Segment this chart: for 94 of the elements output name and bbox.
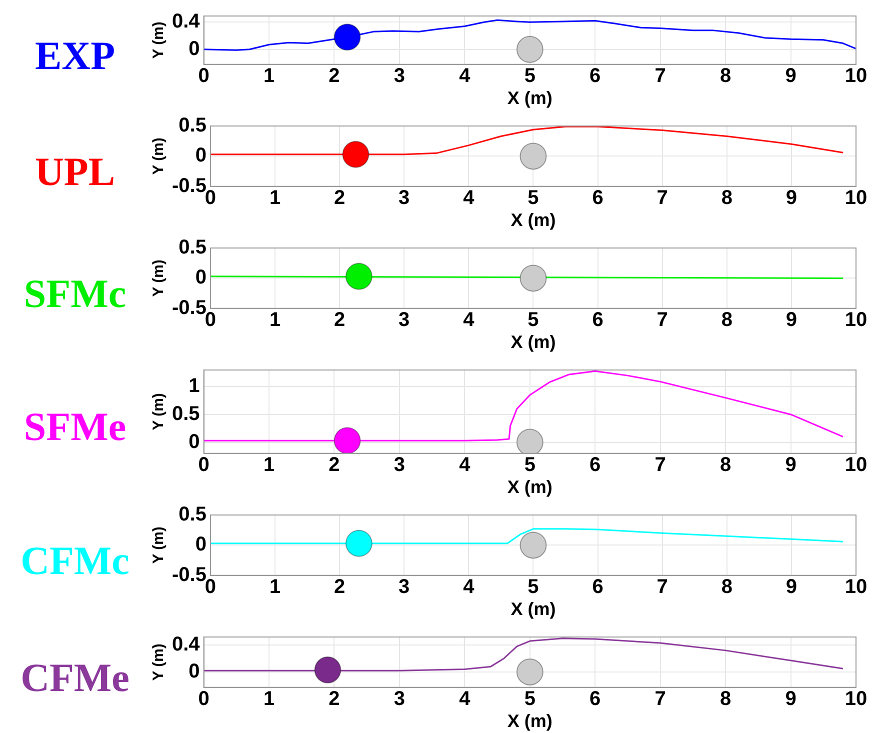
- x-tick-label: 6: [592, 186, 604, 209]
- x-tick-label: 6: [590, 64, 601, 87]
- y-axis-title: Y (m): [150, 393, 168, 430]
- x-tick-label: 6: [590, 688, 601, 710]
- y-tick-label: 0: [188, 660, 200, 682]
- y-tick-label: 0.4: [172, 10, 201, 33]
- y-tick-label: 0.4: [172, 634, 201, 656]
- text: CFMe: [20, 654, 130, 700]
- y-tick-label: 1: [188, 375, 200, 398]
- x-tick-label: 8: [720, 64, 732, 87]
- x-tick-label: 5: [524, 454, 536, 476]
- x-tick-label: 4: [459, 64, 472, 87]
- x-tick-label: 5: [528, 308, 539, 331]
- x-tick-label: 3: [398, 186, 410, 209]
- y-tick-label: 0: [188, 38, 200, 60]
- x-tick-label: 8: [721, 186, 732, 209]
- text: SFMe: [22, 403, 128, 450]
- y-axis-title: Y (m): [150, 526, 168, 564]
- y-axis-title: Y (m): [150, 22, 168, 59]
- y-tick-label: 0: [188, 430, 200, 453]
- x-tick-label: 1: [263, 454, 275, 476]
- y-tick-label: 0.5: [178, 114, 206, 137]
- x-tick-label: 4: [459, 688, 472, 710]
- chart-title: EXP: [34, 32, 116, 78]
- x-tick-label: 2: [328, 688, 340, 710]
- x-tick-label: 3: [398, 576, 410, 598]
- x-tick-label: 2: [328, 64, 340, 87]
- x-tick-label: 7: [654, 64, 666, 87]
- x-tick-label: 1: [263, 64, 275, 87]
- y-tick-label: -0.5: [172, 296, 206, 319]
- y-tick-label: 0: [195, 144, 206, 167]
- x-tick-label: 7: [656, 576, 668, 598]
- x-tick-label: 5: [528, 576, 539, 598]
- x-tick-label: 6: [590, 454, 601, 476]
- x-tick-label: 9: [786, 576, 798, 598]
- x-tick-label: 9: [786, 186, 798, 209]
- y-tick-label: -0.5: [172, 174, 206, 197]
- x-tick-label: 10: [844, 186, 868, 209]
- x-tick-label: 4: [463, 186, 476, 209]
- x-tick-label: 3: [398, 308, 410, 331]
- x-tick-label: 4: [459, 454, 472, 476]
- x-tick-label: 1: [269, 576, 281, 598]
- y-tick-label: 0.5: [178, 236, 206, 259]
- text: UPL: [34, 148, 116, 194]
- x-tick-label: 8: [720, 688, 732, 710]
- x-tick-label: 1: [269, 186, 281, 209]
- text: SFMc: [22, 270, 128, 316]
- x-tick-label: 10: [844, 576, 868, 598]
- x-tick-label: 6: [592, 308, 604, 331]
- x-tick-label: 9: [785, 64, 796, 87]
- x-tick-label: 9: [785, 688, 796, 710]
- y-axis-title: Y (m): [150, 138, 168, 175]
- x-tick-label: 5: [524, 64, 536, 87]
- x-tick-label: 5: [528, 186, 539, 209]
- x-tick-label: 10: [844, 454, 868, 476]
- x-tick-label: 2: [334, 576, 346, 598]
- x-tick-label: 4: [463, 308, 476, 331]
- x-tick-label: 8: [721, 576, 732, 598]
- x-tick-label: 9: [785, 454, 796, 476]
- x-axis-title: X (m): [507, 711, 552, 732]
- x-tick-label: 7: [656, 186, 668, 209]
- x-tick-label: 3: [394, 688, 406, 710]
- x-tick-label: 9: [786, 308, 798, 331]
- x-axis-title: X (m): [507, 477, 552, 498]
- x-tick-label: 7: [654, 454, 666, 476]
- y-tick-label: 0.5: [172, 402, 200, 425]
- y-axis-title: Y (m): [150, 260, 168, 297]
- x-tick-label: 1: [263, 688, 275, 710]
- x-tick-label: 4: [463, 576, 476, 598]
- x-axis-title: X (m): [510, 599, 556, 620]
- x-tick-label: 3: [394, 454, 406, 476]
- x-tick-label: 2: [334, 186, 346, 209]
- x-axis-title: X (m): [510, 332, 556, 352]
- x-tick-label: 1: [269, 308, 281, 331]
- x-tick-label: 8: [720, 454, 732, 476]
- x-axis-title: X (m): [507, 88, 552, 108]
- x-tick-label: 2: [334, 308, 346, 331]
- x-tick-label: 3: [394, 64, 406, 87]
- x-axis-title: X (m): [510, 210, 556, 230]
- y-tick-label: 0.5: [178, 504, 206, 526]
- y-axis-title: Y (m): [150, 644, 168, 681]
- y-tick-label: -0.5: [172, 564, 206, 586]
- x-tick-label: 7: [656, 308, 668, 331]
- x-tick-label: 10: [844, 308, 868, 331]
- y-tick-label: 0: [195, 534, 206, 556]
- x-tick-label: 10: [844, 688, 868, 710]
- x-tick-label: 7: [654, 688, 666, 710]
- x-tick-label: 5: [524, 688, 536, 710]
- x-tick-label: 8: [721, 308, 732, 331]
- x-tick-label: 2: [328, 454, 340, 476]
- y-tick-label: 0: [195, 266, 206, 289]
- text: CFMc: [20, 536, 130, 584]
- x-tick-label: 6: [592, 576, 604, 598]
- x-tick-label: 10: [844, 64, 868, 87]
